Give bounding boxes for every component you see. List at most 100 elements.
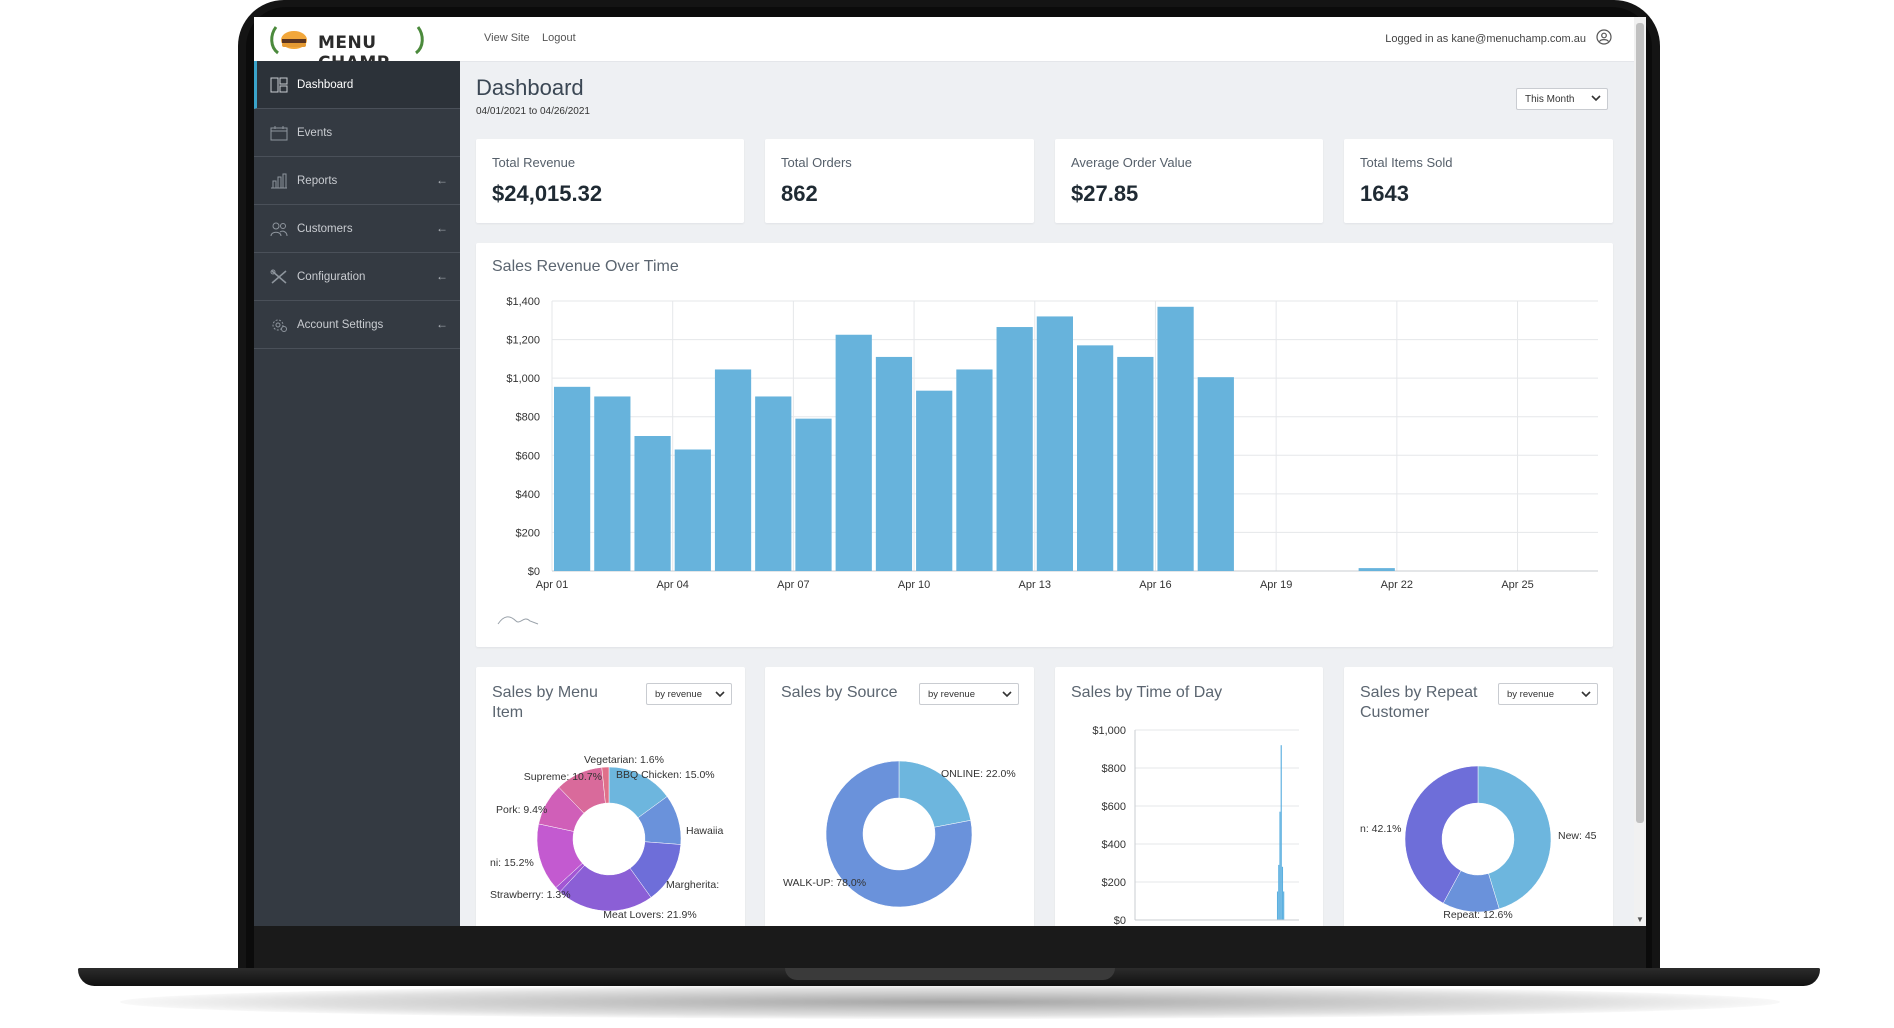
- kpi-value: 1643: [1360, 181, 1409, 206]
- revenue-bar: [634, 436, 671, 571]
- revenue-bar: [795, 418, 832, 571]
- donut-label: n: 42.1%: [1360, 823, 1401, 835]
- donut-slice: [1477, 765, 1552, 910]
- laptop-chin: [254, 926, 1646, 968]
- donut-label: Meat Lovers: 21.9%: [603, 909, 696, 921]
- sales-revenue-card: Sales Revenue Over Time $0 $200 $400 $600 $8…: [476, 243, 1613, 647]
- tools-icon: [270, 269, 287, 284]
- menu-item-metric-select[interactable]: by revenue: [646, 683, 732, 705]
- y-tick-label: $1,400: [506, 296, 540, 308]
- revenue-bar: [1197, 377, 1234, 571]
- source-metric-select[interactable]: by revenue: [919, 683, 1019, 705]
- chevron-down-icon: [1581, 691, 1591, 698]
- kpi-value: 862: [781, 181, 818, 206]
- y-tick-label: $800: [1102, 763, 1126, 775]
- revenue-bar: [1077, 345, 1114, 571]
- y-tick-label: $200: [516, 527, 540, 539]
- expand-arrow-icon[interactable]: ←: [436, 317, 448, 331]
- sidebar-item-label: Configuration: [297, 270, 366, 283]
- revenue-bar: [714, 369, 752, 571]
- sales-by-repeat-customer-card: Sales by Repeat Customer by revenue New:…: [1344, 667, 1613, 926]
- menu-champ-logo[interactable]: MENU CHAMP: [268, 23, 424, 73]
- y-tick-label: $1,200: [506, 335, 540, 347]
- revenue-bar: [554, 386, 591, 571]
- chevron-down-icon: [715, 691, 725, 698]
- bar-chart-icon: [271, 173, 287, 188]
- repeat-customer-donut-chart: New: 45 Repeat: 12.6% n: 42.1%: [1360, 765, 1597, 921]
- sidebar-item-label: Customers: [297, 222, 353, 235]
- logged-in-text: Logged in as kane@menuchamp.com.au: [1385, 33, 1586, 45]
- sales-by-menu-item-card: Sales by Menu Item by revenue BBQ Chicke…: [476, 667, 745, 926]
- x-tick-label: Apr 22: [1381, 579, 1413, 591]
- select-value: by revenue: [655, 688, 703, 700]
- donut-label: Repeat: 12.6%: [1443, 909, 1512, 921]
- scroll-down-arrow-icon[interactable]: ▼: [1636, 915, 1644, 924]
- donut-label: ni: 15.2%: [490, 857, 534, 869]
- sales-by-source-card: Sales by Source by revenue ONLINE: 22.0%…: [765, 667, 1034, 926]
- page-scrollbar[interactable]: ▼: [1634, 17, 1646, 926]
- chevron-down-icon: [1591, 95, 1601, 102]
- kpi-card-total-orders: Total Orders 862: [765, 139, 1034, 223]
- y-tick-label: $600: [1102, 801, 1126, 813]
- y-tick-label: $600: [516, 450, 540, 462]
- donut-label: Strawberry: 1.3%: [490, 889, 571, 901]
- scrollbar-thumb[interactable]: [1636, 23, 1644, 823]
- logo-laurel-icon: [270, 26, 424, 55]
- chart-title: Sales by Repeat Customer: [1360, 684, 1478, 721]
- time-bar: [1276, 891, 1279, 920]
- chart-title: Sales Revenue Over Time: [492, 258, 679, 275]
- dashboard-icon: [270, 77, 288, 92]
- expand-arrow-icon[interactable]: ←: [436, 221, 448, 235]
- donut-label: Margherita:: [666, 879, 719, 891]
- kpi-label: Average Order Value: [1071, 155, 1192, 170]
- source-donut-chart: ONLINE: 22.0% WALK-UP: 78.0%: [783, 760, 1016, 908]
- time-bar: [1279, 811, 1281, 920]
- chevron-down-icon: [1002, 691, 1012, 698]
- x-tick-label: Apr 16: [1139, 579, 1171, 591]
- expand-arrow-icon[interactable]: ←: [436, 173, 448, 187]
- zoom-sparkline-icon[interactable]: [497, 616, 539, 625]
- repeat-metric-select[interactable]: by revenue: [1498, 683, 1598, 705]
- chart-title: Sales by Source: [781, 684, 898, 701]
- period-select-value: This Month: [1525, 93, 1575, 105]
- revenue-bar: [1157, 306, 1194, 571]
- sidebar: Dashboard Events Reports ← Customers ← C…: [254, 61, 460, 926]
- sidebar-item-configuration[interactable]: Configuration ←: [254, 253, 460, 301]
- kpi-label: Total Revenue: [492, 155, 576, 170]
- y-tick-label: $400: [516, 489, 540, 501]
- revenue-bar: [956, 369, 993, 571]
- donut-label: Pork: 9.4%: [496, 804, 547, 816]
- x-tick-label: Apr 10: [898, 579, 930, 591]
- sidebar-item-reports[interactable]: Reports ←: [254, 157, 460, 205]
- donut-slice: [898, 760, 971, 828]
- revenue-bar: [996, 327, 1033, 571]
- kpi-value: $27.85: [1071, 181, 1139, 206]
- y-tick-label: $0: [1114, 915, 1126, 926]
- users-icon: [270, 222, 288, 236]
- kpi-label: Total Items Sold: [1360, 155, 1453, 170]
- y-tick-label: $800: [516, 412, 540, 424]
- y-tick-label: $1,000: [506, 373, 540, 385]
- sidebar-item-events[interactable]: Events: [254, 109, 460, 157]
- expand-arrow-icon[interactable]: ←: [436, 269, 448, 283]
- sidebar-item-label: Reports: [297, 174, 338, 187]
- view-site-link[interactable]: View Site: [484, 32, 530, 44]
- x-tick-label: Apr 25: [1501, 579, 1533, 591]
- period-select[interactable]: This Month: [1516, 88, 1608, 110]
- sidebar-item-account-settings[interactable]: Account Settings ←: [254, 301, 460, 349]
- sidebar-item-customers[interactable]: Customers ←: [254, 205, 460, 253]
- revenue-bar: [1036, 316, 1073, 571]
- sidebar-item-label: Dashboard: [297, 78, 354, 91]
- kpi-card-total-items-sold: Total Items Sold 1643: [1344, 139, 1613, 223]
- logout-link[interactable]: Logout: [542, 32, 576, 44]
- revenue-bar: [1117, 356, 1154, 571]
- y-tick-label: $400: [1102, 839, 1126, 851]
- revenue-bar: [594, 396, 631, 571]
- chart-title: Sales by Menu Item: [492, 684, 598, 721]
- y-tick-label: $200: [1102, 877, 1126, 889]
- sidebar-item-label: Events: [297, 126, 333, 139]
- donut-slice: [1404, 765, 1479, 904]
- sidebar-item-dashboard[interactable]: Dashboard: [254, 61, 460, 109]
- user-account-icon[interactable]: [1596, 29, 1612, 45]
- time-bar: [1278, 864, 1280, 920]
